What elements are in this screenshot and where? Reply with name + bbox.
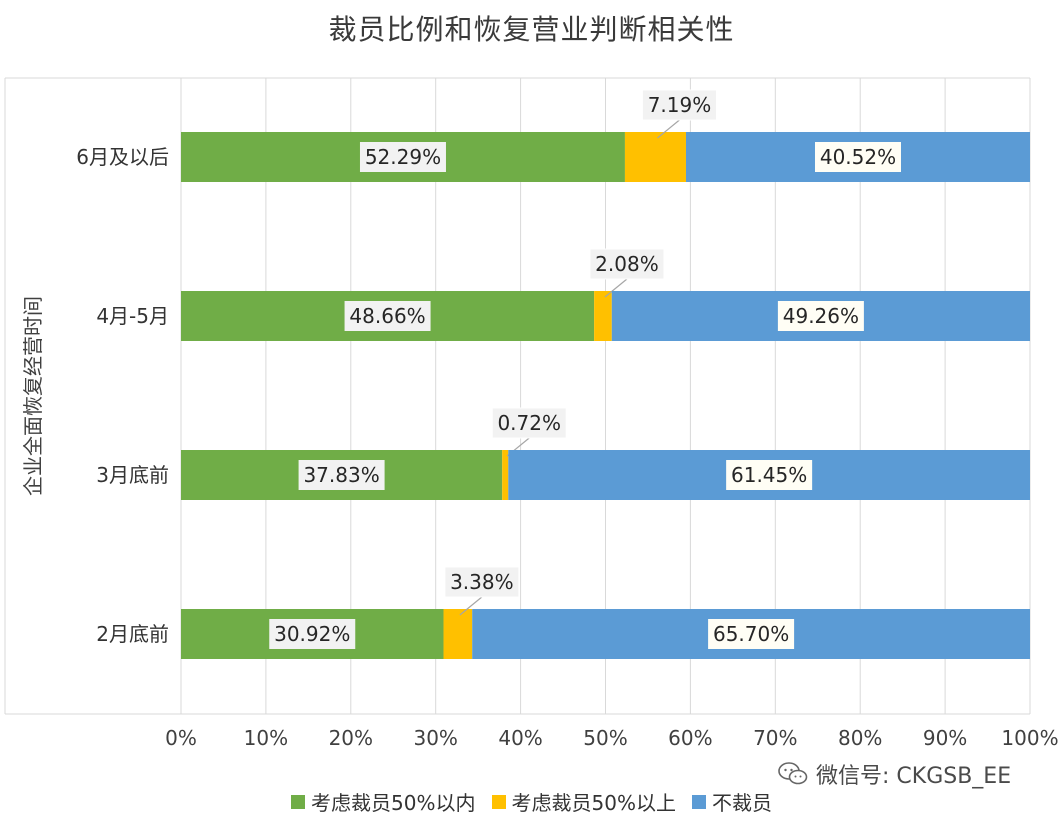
category-label: 6月及以后 [76,145,169,169]
data-label-box [814,142,901,172]
data-label: 3.38% [450,570,514,594]
legend-swatch-small-layoff [291,794,306,809]
data-label: 37.83% [303,463,379,487]
data-label: 49.26% [783,304,859,328]
wechat-icon [778,761,808,787]
data-label-box [726,460,813,490]
x-tick-label: 50% [583,726,627,750]
legend-item-large-layoff: 考虑裁员50%以上 [491,787,676,816]
x-tick-label: 60% [668,726,712,750]
data-label: 7.19% [648,93,712,117]
callout-leader [657,119,680,139]
x-tick-label: 0% [165,726,197,750]
data-label-box [298,460,385,490]
legend-label-no-layoff: 不裁员 [711,791,772,815]
x-tick-label: 20% [329,726,373,750]
category-label: 3月底前 [96,463,169,487]
data-label: 48.66% [349,304,425,328]
y-axis-title: 企业全面恢复经营时间 [21,296,45,496]
data-label-box [708,619,795,649]
data-label: 0.72% [497,411,561,435]
legend-swatch-no-layoff [691,794,706,809]
data-label-box [777,301,864,331]
x-tick-label: 40% [498,726,542,750]
data-label: 65.70% [713,622,789,646]
x-tick-label: 80% [838,726,882,750]
x-tick-label: 100% [1001,726,1058,750]
callout-leader [604,278,628,298]
data-label: 30.92% [274,622,350,646]
bar-segment [502,450,509,500]
data-label: 40.52% [820,145,896,169]
watermark: 微信号: CKGSB_EE [778,758,1011,790]
legend-label-large-layoff: 考虑裁员50%以上 [511,791,676,815]
data-label-box [344,301,431,331]
x-tick-label: 90% [923,726,967,750]
data-label-box [269,619,356,649]
category-label: 2月底前 [96,622,169,646]
data-label-box [589,248,665,280]
legend-label-small-layoff: 考虑裁员50%以内 [311,791,476,815]
bar-segment [624,132,686,182]
data-label-box [359,142,446,172]
data-label-box [491,407,567,439]
data-label: 2.08% [595,252,659,276]
data-label-box [641,89,717,121]
chart-title: 裁员比例和恢复营业判断相关性 [328,13,735,46]
x-tick-label: 30% [413,726,457,750]
data-label: 61.45% [731,463,807,487]
legend: 考虑裁员50%以内 考虑裁员50%以上 不裁员 [0,787,1063,816]
category-label: 4月-5月 [96,304,169,328]
x-tick-label: 70% [753,726,797,750]
bar-segment [594,291,612,341]
data-label: 52.29% [365,145,441,169]
legend-item-no-layoff: 不裁员 [691,787,772,816]
watermark-text: 微信号: CKGSB_EE [816,764,1012,789]
data-label-box [444,566,520,598]
x-tick-label: 10% [244,726,288,750]
legend-swatch-large-layoff [491,794,506,809]
bar-segment [443,609,473,659]
callout-leader [459,596,483,616]
legend-item-small-layoff: 考虑裁员50%以内 [291,787,476,816]
